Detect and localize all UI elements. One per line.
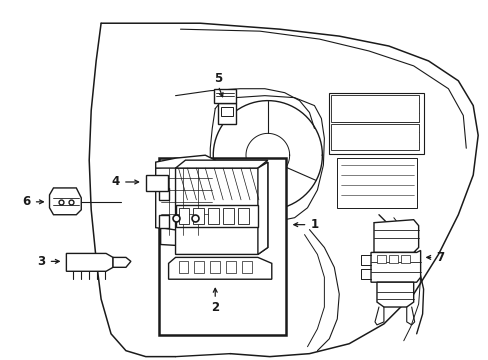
Bar xyxy=(337,158,416,208)
Polygon shape xyxy=(168,257,271,279)
Polygon shape xyxy=(155,162,218,235)
Bar xyxy=(221,107,233,117)
Bar xyxy=(223,208,234,224)
Bar xyxy=(331,125,418,150)
Text: 7: 7 xyxy=(435,251,444,264)
Bar xyxy=(175,205,257,227)
Bar xyxy=(145,175,167,191)
Bar xyxy=(208,208,219,224)
Text: 1: 1 xyxy=(310,218,318,231)
Bar xyxy=(400,255,409,264)
Bar xyxy=(242,261,251,273)
Polygon shape xyxy=(155,155,215,168)
Polygon shape xyxy=(370,251,420,282)
Text: 4: 4 xyxy=(112,175,120,189)
Polygon shape xyxy=(214,89,236,103)
Bar xyxy=(218,103,236,125)
Bar xyxy=(210,261,220,273)
Polygon shape xyxy=(158,188,168,200)
Bar xyxy=(178,208,189,224)
Polygon shape xyxy=(113,257,131,267)
Polygon shape xyxy=(66,253,113,271)
Polygon shape xyxy=(158,215,168,228)
Bar xyxy=(376,255,385,264)
Bar xyxy=(194,261,204,273)
Bar xyxy=(388,255,397,264)
Bar xyxy=(238,208,248,224)
Polygon shape xyxy=(161,228,215,247)
Polygon shape xyxy=(175,162,267,255)
Polygon shape xyxy=(49,188,81,215)
Polygon shape xyxy=(373,220,418,252)
Text: 3: 3 xyxy=(38,255,45,268)
Bar xyxy=(328,93,423,154)
Bar xyxy=(225,261,236,273)
Bar xyxy=(193,208,204,224)
Text: 5: 5 xyxy=(214,72,222,85)
Polygon shape xyxy=(376,282,413,307)
Bar xyxy=(178,261,188,273)
Bar xyxy=(331,95,418,122)
Bar xyxy=(158,158,285,335)
Text: 6: 6 xyxy=(22,195,31,208)
Polygon shape xyxy=(175,160,267,168)
Text: 2: 2 xyxy=(211,301,219,314)
Polygon shape xyxy=(257,162,267,255)
